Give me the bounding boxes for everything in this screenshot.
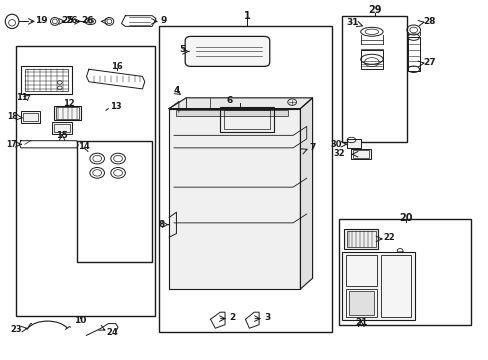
Text: 32: 32 [333,149,345,158]
Text: 17: 17 [6,140,17,149]
Bar [54,123,70,132]
Text: 13: 13 [110,102,122,111]
Text: 6: 6 [226,96,233,105]
Text: 18: 18 [7,112,18,121]
Text: 9: 9 [160,16,166,25]
Bar [52,122,72,134]
Bar [21,66,72,94]
Text: 8: 8 [158,220,164,229]
Text: 25: 25 [61,16,73,25]
Bar [341,16,407,143]
Bar [176,111,287,116]
Bar [339,219,469,325]
Bar [407,37,419,71]
Bar [16,46,154,316]
Text: 11: 11 [16,93,28,102]
Bar [345,289,376,317]
Text: 3: 3 [264,313,270,322]
Bar [346,231,375,247]
Bar [21,111,40,123]
Bar [346,139,361,148]
Text: 2: 2 [229,313,236,322]
Text: 30: 30 [329,140,341,149]
Text: 23: 23 [10,325,22,334]
Text: 12: 12 [62,99,74,108]
Polygon shape [300,98,312,289]
Bar [23,113,38,121]
Bar [353,150,368,158]
Text: 28: 28 [422,17,435,26]
Bar [25,68,67,91]
Text: 19: 19 [35,16,47,25]
Bar [220,107,273,132]
Bar [77,141,152,262]
Bar [345,255,376,287]
Text: 7: 7 [309,143,315,152]
Bar [348,291,373,315]
Text: 4: 4 [173,86,179,95]
Bar [56,107,79,118]
Bar [351,149,370,159]
Text: 29: 29 [367,5,381,15]
Bar [159,26,331,332]
Bar [344,229,377,249]
Text: 27: 27 [422,58,435,67]
Text: 21: 21 [354,318,366,327]
Bar [380,255,410,317]
Text: 15: 15 [56,131,68,140]
Text: 14: 14 [78,141,90,150]
Text: 16: 16 [111,62,123,71]
Text: 1: 1 [243,11,250,21]
Bar [224,110,269,129]
Text: 22: 22 [382,233,394,242]
Text: 26: 26 [65,16,78,25]
Text: 31: 31 [346,18,358,27]
Text: 20: 20 [398,212,412,222]
Text: 26: 26 [81,16,94,25]
Text: 24: 24 [106,328,118,337]
Text: 5: 5 [179,45,185,54]
Bar [361,50,382,69]
Bar [341,252,414,320]
Bar [54,106,81,120]
Text: 10: 10 [74,315,86,324]
Polygon shape [169,109,300,289]
Polygon shape [169,98,312,109]
FancyBboxPatch shape [185,36,269,66]
